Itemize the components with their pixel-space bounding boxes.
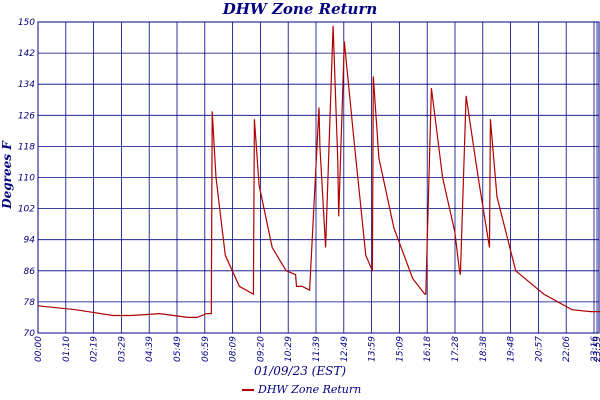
x-tick-label: 23:16 (590, 336, 600, 362)
x-tick-label: 19:48 (507, 336, 517, 362)
y-tick-label: 118 (18, 142, 35, 152)
x-tick-label: 13:59 (368, 336, 378, 362)
x-tick-label: 01:10 (62, 336, 72, 362)
x-tick-label: 00:00 (34, 336, 44, 362)
x-tick-label: 05:49 (173, 336, 183, 362)
legend-swatch (242, 388, 254, 391)
x-tick-label: 06:59 (201, 336, 211, 362)
x-tick-label: 12:49 (340, 336, 350, 362)
x-tick-label: 15:09 (395, 336, 405, 362)
x-axis-label: 01/09/23 (EST) (253, 364, 347, 378)
y-tick-label: 70 (24, 329, 36, 339)
x-tick-label: 23:59 (593, 336, 600, 362)
y-tick-label: 134 (18, 80, 35, 90)
y-tick-label: 86 (24, 267, 36, 277)
series-line (37, 25, 600, 318)
y-tick-label: 142 (18, 49, 35, 59)
x-tick-label: 11:39 (312, 336, 322, 362)
x-tick-label: 20:57 (534, 336, 544, 362)
chart-title: DHW Zone Return (222, 0, 378, 18)
y-tick-label: 150 (18, 18, 35, 28)
x-tick-label: 08:09 (229, 336, 239, 362)
x-tick-label: 03:29 (117, 336, 127, 362)
x-tick-label: 22:06 (562, 336, 572, 362)
y-tick-label: 78 (24, 298, 36, 308)
y-tick-label: 126 (18, 111, 35, 121)
x-tick-label: 10:29 (284, 336, 294, 362)
x-tick-label: 17:28 (451, 336, 461, 362)
x-tick-label: 04:39 (145, 336, 155, 362)
y-tick-label: 94 (24, 236, 36, 246)
legend-label: DHW Zone Return (258, 383, 362, 396)
y-tick-label: 102 (18, 205, 35, 215)
legend: DHW Zone Return (242, 383, 361, 396)
x-tick-label: 18:38 (479, 336, 489, 362)
x-tick-label: 09:20 (256, 336, 266, 362)
x-tick-label: 16:18 (423, 336, 433, 362)
x-tick-label: 02:19 (90, 336, 100, 362)
y-tick-label: 110 (18, 174, 35, 184)
